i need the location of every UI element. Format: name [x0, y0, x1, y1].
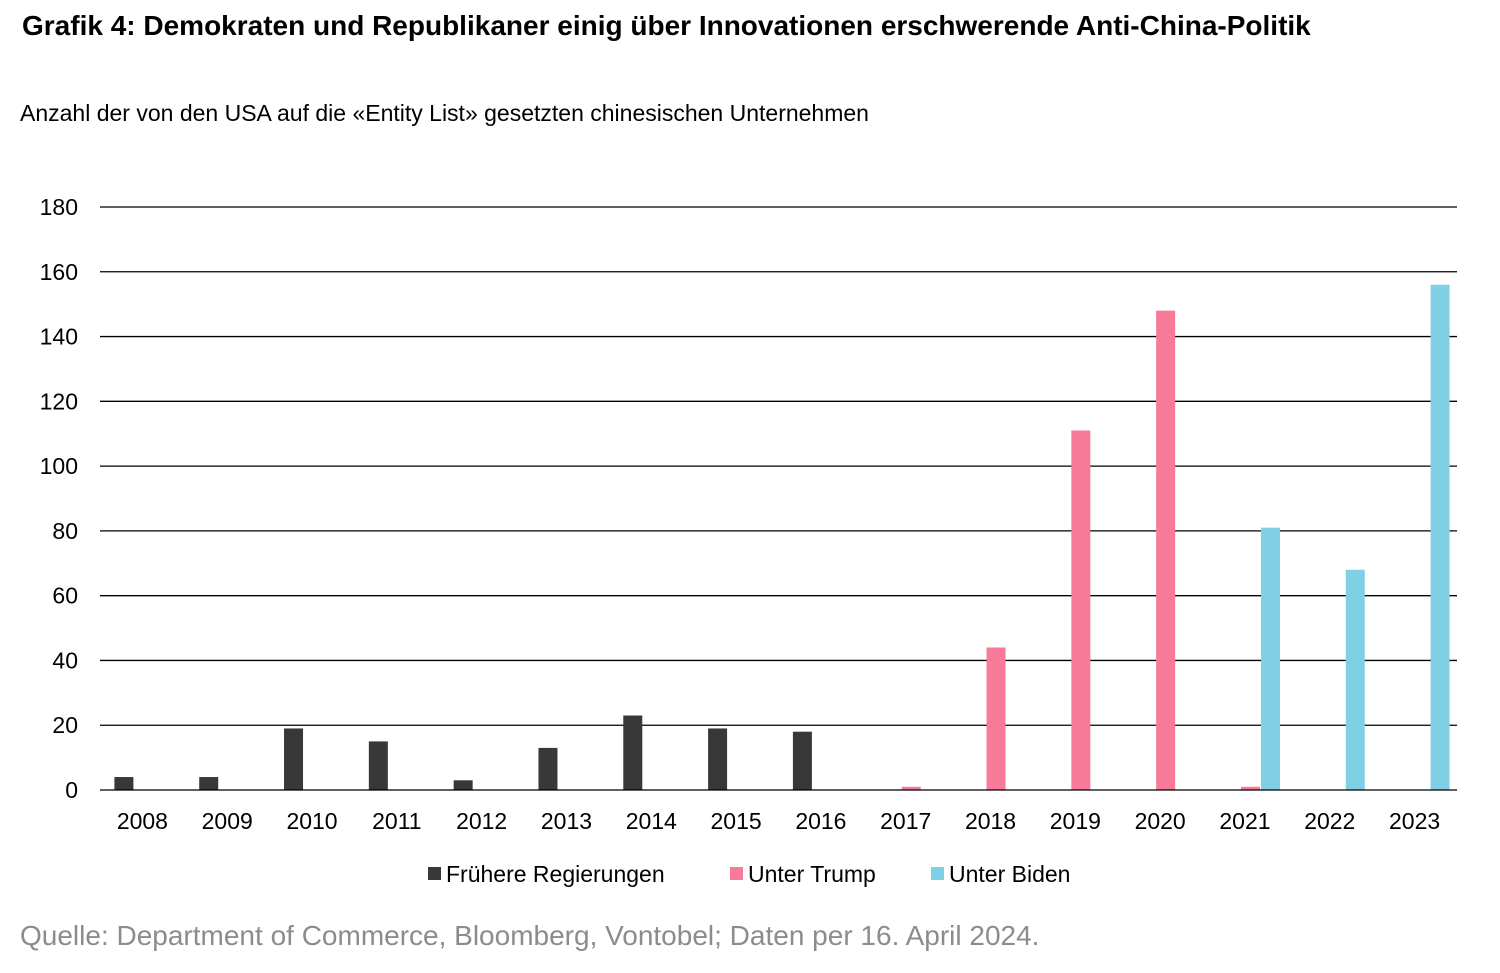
bar-fr-here-regierungen	[708, 728, 728, 790]
x-tick-label: 2011	[372, 808, 421, 834]
x-tick-label: 2013	[541, 808, 592, 834]
legend-swatch	[931, 867, 944, 880]
bar-fr-here-regierungen	[453, 780, 473, 790]
x-tick-labels: 2008 2009 2010 2011 2012 2013 2014 2015 2016 2017…	[117, 808, 1440, 834]
y-tick-label: 60	[52, 583, 78, 609]
bar-fr-here-regierungen	[114, 777, 134, 790]
y-tick-label: 40	[52, 647, 78, 673]
legend: Frühere Regierungen Unter Trump Unter Bide…	[428, 861, 1070, 887]
bar-unter-trump	[1071, 430, 1091, 790]
y-tick-labels: 0 20 40 60 80 100 120 140 160 180	[40, 194, 78, 803]
y-tick-label: 0	[65, 777, 78, 803]
x-tick-label: 2016	[795, 808, 846, 834]
bar-fr-here-regierungen	[368, 741, 388, 790]
legend-label: Unter Trump	[748, 861, 876, 887]
bar-unter-trump	[986, 647, 1006, 790]
x-tick-label: 2020	[1135, 808, 1186, 834]
bar-unter-trump	[1240, 786, 1260, 790]
y-tick-label: 120	[40, 388, 78, 414]
x-tick-label: 2018	[965, 808, 1016, 834]
bar-unter-biden	[1430, 284, 1450, 790]
legend-label: Frühere Regierungen	[446, 861, 665, 887]
legend-swatch	[428, 867, 441, 880]
legend-swatch	[730, 867, 743, 880]
bar-fr-here-regierungen	[284, 728, 304, 790]
y-tick-label: 140	[40, 324, 78, 350]
legend-label: Unter Biden	[949, 861, 1070, 887]
x-tick-label: 2021	[1219, 808, 1270, 834]
y-tick-label: 80	[52, 518, 78, 544]
bar-fr-here-regierungen	[199, 777, 219, 790]
x-tick-label: 2010	[286, 808, 337, 834]
bar-fr-here-regierungen	[792, 731, 812, 790]
bars	[114, 284, 1450, 790]
bar-fr-here-regierungen	[623, 715, 643, 790]
x-tick-label: 2017	[880, 808, 931, 834]
x-tick-label: 2014	[626, 808, 677, 834]
source-note: Quelle: Department of Commerce, Bloomber…	[20, 920, 1040, 951]
y-tick-label: 160	[40, 259, 78, 285]
x-tick-label: 2022	[1304, 808, 1355, 834]
y-tick-label: 100	[40, 453, 78, 479]
chart-title: Grafik 4: Demokraten und Republikaner ei…	[22, 10, 1311, 41]
chart-subtitle: Anzahl der von den USA auf die «Entity L…	[20, 100, 869, 126]
y-tick-label: 180	[40, 194, 78, 220]
bar-unter-trump	[1156, 310, 1176, 790]
y-tick-label: 20	[52, 712, 78, 738]
bar-unter-biden	[1345, 569, 1365, 790]
x-tick-label: 2009	[202, 808, 253, 834]
x-tick-label: 2023	[1389, 808, 1440, 834]
bar-fr-here-regierungen	[538, 747, 558, 790]
x-tick-label: 2008	[117, 808, 168, 834]
bar-unter-biden	[1260, 527, 1280, 790]
x-tick-label: 2012	[456, 808, 507, 834]
bar-unter-trump	[901, 786, 921, 790]
x-tick-label: 2015	[711, 808, 762, 834]
gridlines	[100, 206, 1457, 726]
x-tick-label: 2019	[1050, 808, 1101, 834]
